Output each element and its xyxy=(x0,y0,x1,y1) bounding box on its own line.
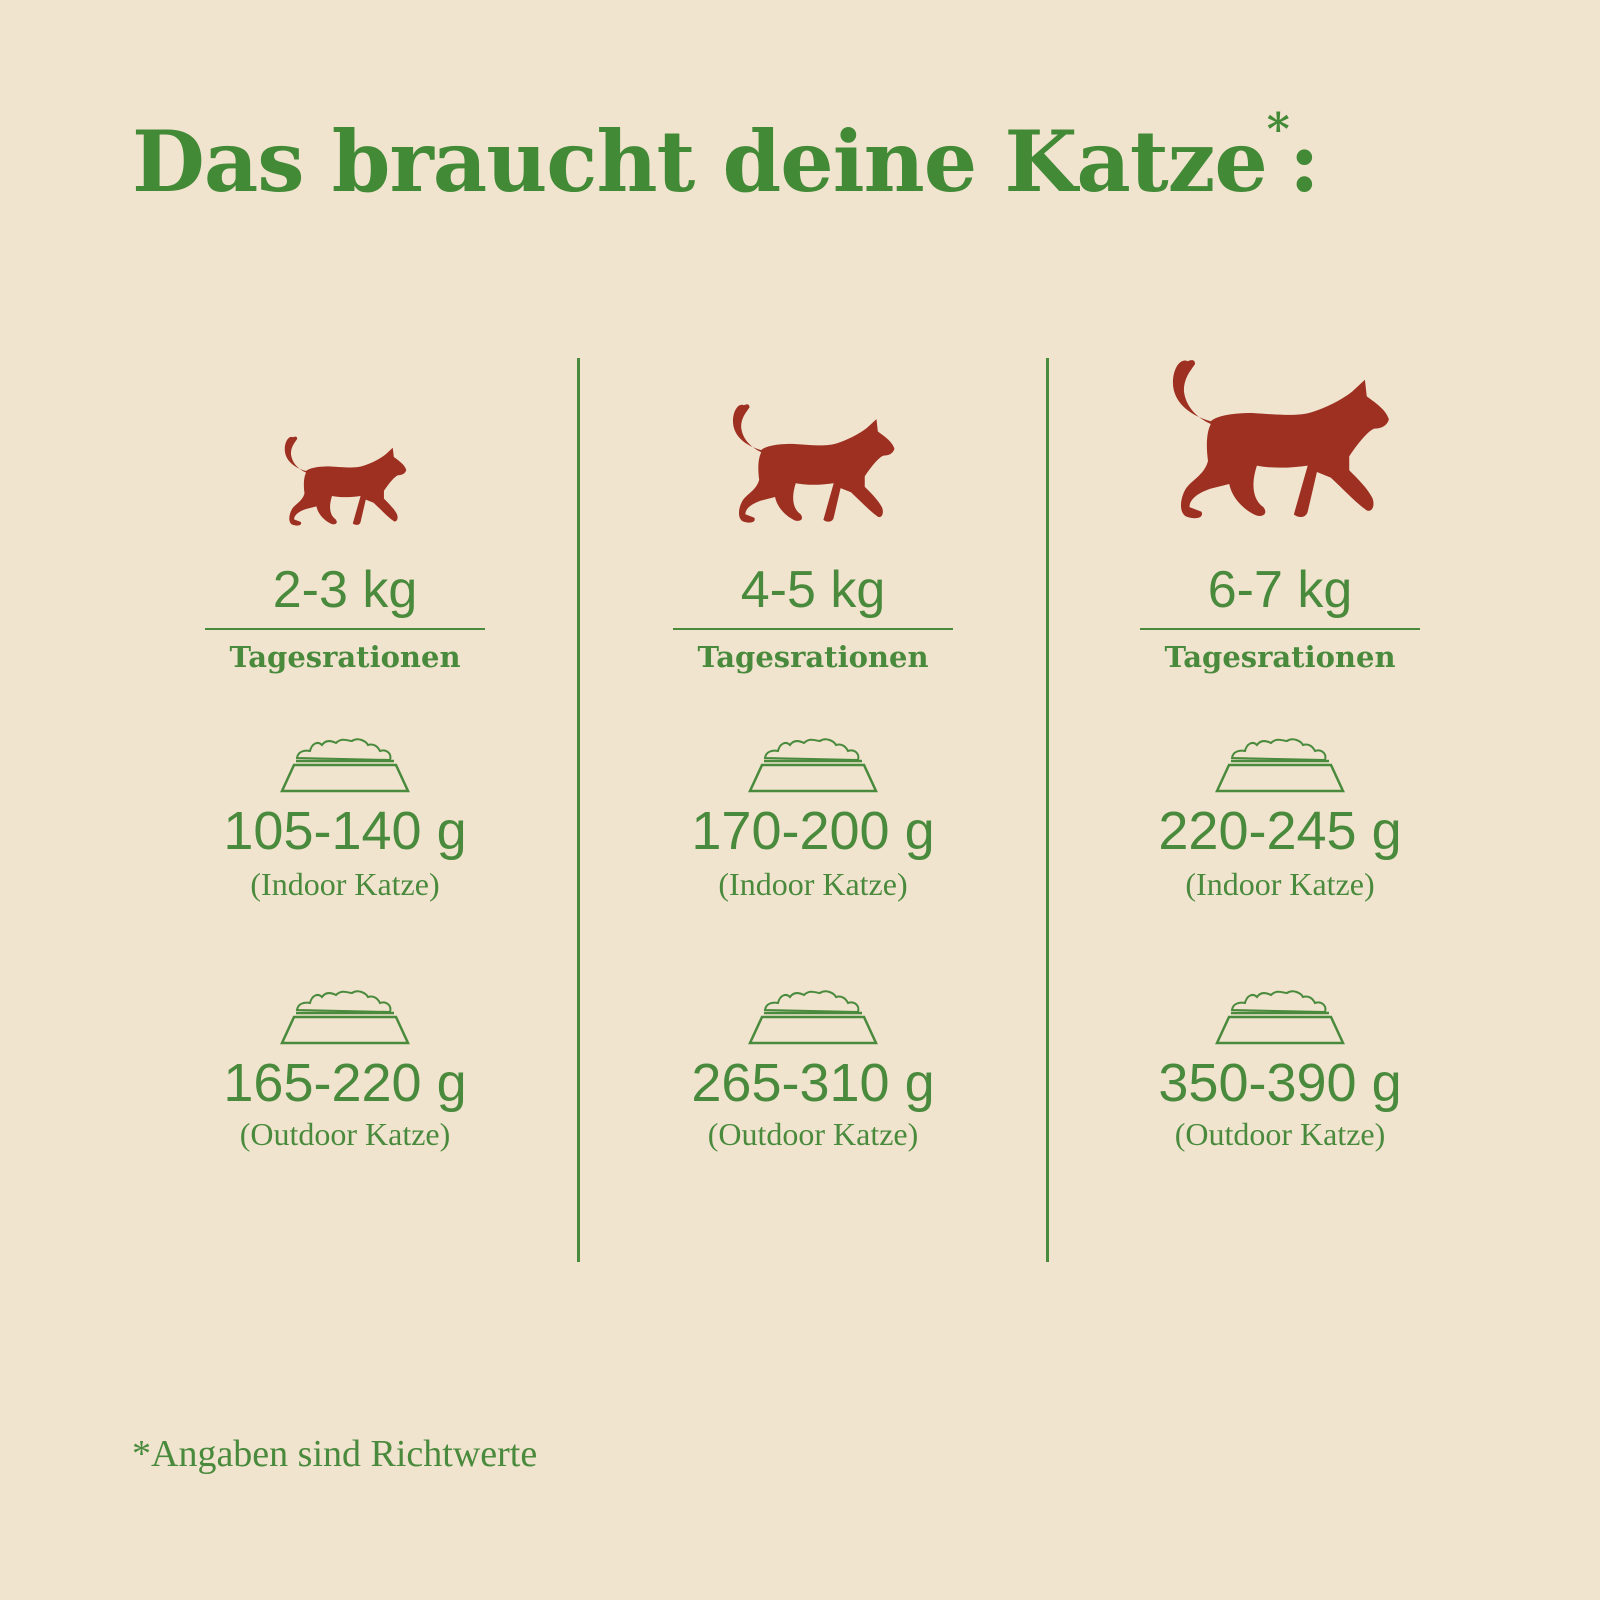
title-asterisk: * xyxy=(1266,104,1290,155)
cat-silhouette-icon xyxy=(1172,360,1389,519)
column-divider xyxy=(577,358,580,1262)
footnote: *Angaben sind Richtwerte xyxy=(132,1433,538,1475)
daily-rations-heading: Tagesrationen xyxy=(229,640,461,674)
indoor-amount: 105-140 g xyxy=(223,801,467,861)
outdoor-amount: 350-390 g xyxy=(1158,1053,1402,1113)
outdoor-label: (Outdoor Katze) xyxy=(1174,1116,1386,1152)
weight-range: 4-5 kg xyxy=(740,561,886,619)
indoor-label: (Indoor Katze) xyxy=(1185,866,1375,902)
daily-rations-heading: Tagesrationen xyxy=(697,640,929,674)
indoor-label: (Indoor Katze) xyxy=(250,866,440,902)
outdoor-amount: 265-310 g xyxy=(691,1053,935,1113)
outdoor-amount: 165-220 g xyxy=(223,1053,467,1113)
indoor-amount: 220-245 g xyxy=(1158,801,1402,861)
weight-range: 6-7 kg xyxy=(1207,561,1353,619)
daily-rations-heading: Tagesrationen xyxy=(1164,640,1396,674)
outdoor-label: (Outdoor Katze) xyxy=(707,1116,919,1152)
weight-column: 2-3 kg Tagesrationen 105-140 g (Indoor K… xyxy=(135,0,555,1300)
cat-silhouette-icon xyxy=(284,436,407,526)
underline xyxy=(1140,628,1420,630)
weight-range: 2-3 kg xyxy=(272,561,418,619)
underline xyxy=(673,628,953,630)
weight-column: 6-7 kg Tagesrationen 220-245 g (Indoor K… xyxy=(1070,0,1490,1300)
indoor-amount: 170-200 g xyxy=(691,801,935,861)
food-bowl-icon xyxy=(748,985,878,1047)
column-divider xyxy=(1046,358,1049,1262)
food-bowl-icon xyxy=(1215,733,1345,795)
cat-silhouette-icon xyxy=(732,404,895,523)
weight-column: 4-5 kg Tagesrationen 170-200 g (Indoor K… xyxy=(603,0,1023,1300)
indoor-label: (Indoor Katze) xyxy=(718,866,908,902)
underline xyxy=(205,628,485,630)
title-colon: : xyxy=(1288,112,1320,211)
food-bowl-icon xyxy=(748,733,878,795)
food-bowl-icon xyxy=(280,985,410,1047)
title-text: Das braucht deine Katze xyxy=(132,112,1268,211)
food-bowl-icon xyxy=(1215,985,1345,1047)
outdoor-label: (Outdoor Katze) xyxy=(239,1116,451,1152)
page-title: Das braucht deine Katze*: xyxy=(132,104,1320,211)
food-bowl-icon xyxy=(280,733,410,795)
